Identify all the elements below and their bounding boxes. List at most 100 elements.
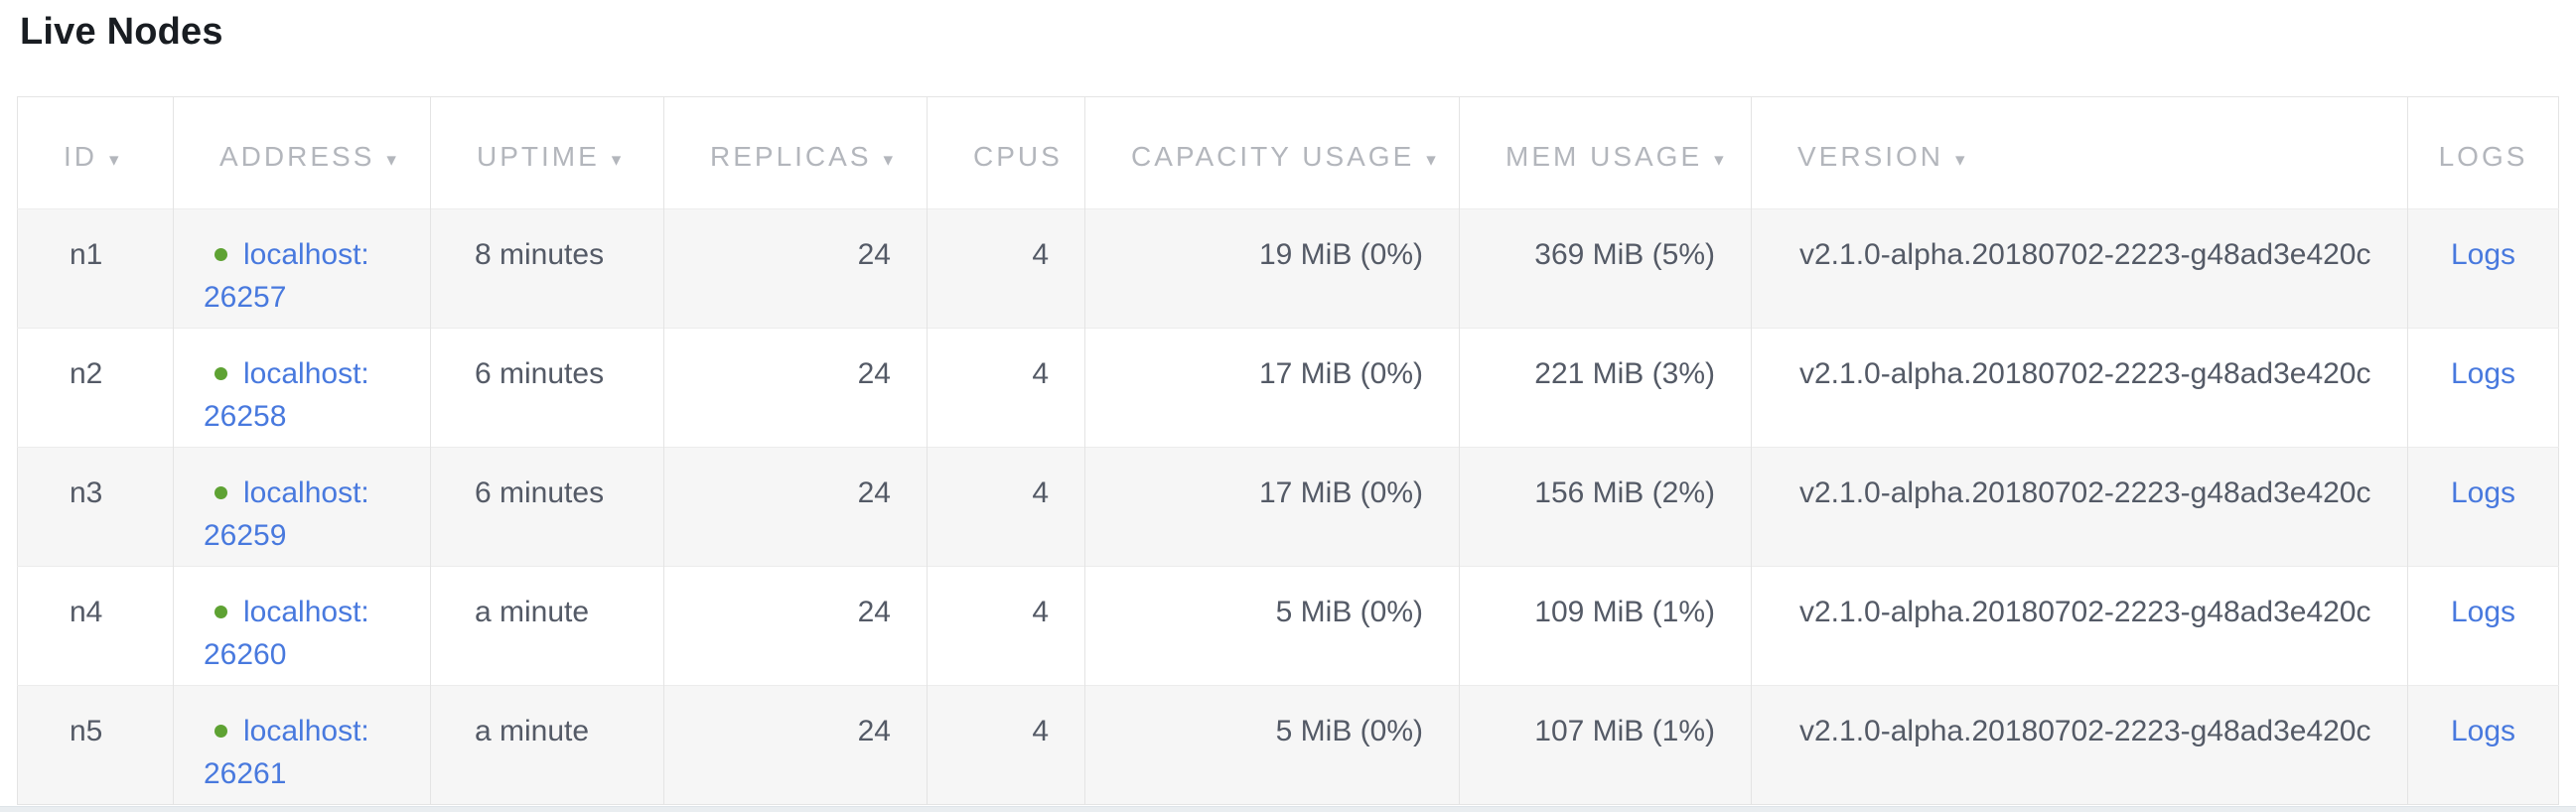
cell-version: v2.1.0-alpha.20180702-2223-g48ad3e420c (1751, 208, 2408, 329)
column-header-version[interactable]: VERSION ▾ (1751, 96, 2408, 209)
column-header-logs: LOGS (2408, 97, 2559, 209)
cell-address: localhost:26261 (173, 685, 431, 805)
page-title: Live Nodes (20, 11, 223, 53)
table-row: n2 localhost:26258 6 minutes 24 4 17 MiB… (17, 328, 2559, 448)
cell-cpus: 4 (927, 328, 1085, 448)
healthy-dot-icon (215, 605, 227, 618)
logs-link[interactable]: Logs (2450, 476, 2516, 509)
table-row: n1 localhost:26257 8 minutes 24 4 19 MiB… (17, 208, 2559, 329)
cell-cpus: 4 (927, 208, 1085, 329)
cell-mem-usage: 109 MiB (1%) (1459, 566, 1752, 686)
address-text: localhost:26260 (204, 596, 369, 671)
cell-address: localhost:26260 (173, 566, 431, 686)
healthy-dot-icon (215, 366, 227, 380)
cell-replicas: 24 (663, 208, 928, 329)
cell-address: localhost:26259 (173, 447, 431, 567)
cell-logs: Logs (2408, 448, 2559, 567)
cell-capacity-usage: 5 MiB (0%) (1084, 566, 1460, 686)
healthy-dot-icon (215, 724, 227, 738)
address-text: localhost:26261 (204, 715, 369, 790)
cell-version: v2.1.0-alpha.20180702-2223-g48ad3e420c (1751, 328, 2408, 448)
cutoff-next-section (0, 806, 2576, 812)
column-header-address[interactable]: ADDRESS ▾ (173, 96, 431, 209)
cell-cpus: 4 (927, 566, 1085, 686)
column-header-cpus: CPUS (927, 96, 1085, 209)
cell-mem-usage: 156 MiB (2%) (1459, 447, 1752, 567)
table-row: n5 localhost:26261 a minute 24 4 5 MiB (… (17, 685, 2559, 805)
cell-replicas: 24 (663, 447, 928, 567)
cell-node-id: n5 (17, 685, 174, 805)
table-row: n3 localhost:26259 6 minutes 24 4 17 MiB… (17, 447, 2559, 567)
live-nodes-table: ID ▾ ADDRESS ▾ UPTIME ▾ REPLICAS ▾ CPUS CAPA… (17, 96, 2559, 805)
cell-node-id: n4 (17, 566, 174, 686)
column-header-label: MEM USAGE (1505, 141, 1703, 172)
cell-node-id: n3 (17, 447, 174, 567)
cell-capacity-usage: 17 MiB (0%) (1084, 447, 1460, 567)
column-header-mem[interactable]: MEM USAGE ▾ (1459, 96, 1752, 209)
healthy-dot-icon (215, 485, 227, 499)
cell-cpus: 4 (927, 447, 1085, 567)
healthy-dot-icon (215, 247, 227, 261)
cell-version: v2.1.0-alpha.20180702-2223-g48ad3e420c (1751, 447, 2408, 567)
cell-capacity-usage: 17 MiB (0%) (1084, 328, 1460, 448)
cell-version: v2.1.0-alpha.20180702-2223-g48ad3e420c (1751, 566, 2408, 686)
column-header-label: UPTIME (477, 141, 600, 172)
sort-down-icon: ▾ (883, 150, 897, 171)
logs-link[interactable]: Logs (2450, 596, 2516, 628)
cell-replicas: 24 (663, 328, 928, 448)
address-link[interactable]: localhost:26258 (204, 357, 369, 433)
column-header-label: ID (64, 141, 97, 172)
address-link[interactable]: localhost:26261 (204, 715, 369, 790)
address-text: localhost:26259 (204, 476, 369, 552)
column-header-label: CPUS (973, 141, 1063, 172)
cell-cpus: 4 (927, 685, 1085, 805)
address-link[interactable]: localhost:26259 (204, 476, 369, 552)
column-header-label: ADDRESS (219, 141, 375, 172)
cell-node-id: n1 (17, 208, 174, 329)
cell-mem-usage: 369 MiB (5%) (1459, 208, 1752, 329)
address-text: localhost:26258 (204, 357, 369, 433)
table-body: n1 localhost:26257 8 minutes 24 4 19 MiB… (17, 208, 2559, 805)
cell-version: v2.1.0-alpha.20180702-2223-g48ad3e420c (1751, 685, 2408, 805)
cell-logs: Logs (2408, 686, 2559, 805)
cell-uptime: a minute (430, 566, 664, 686)
cell-address: localhost:26257 (173, 208, 431, 329)
logs-link[interactable]: Logs (2450, 238, 2516, 271)
column-header-label: REPLICAS (710, 141, 872, 172)
sort-down-icon: ▾ (1714, 150, 1727, 171)
cell-uptime: 6 minutes (430, 447, 664, 567)
cell-address: localhost:26258 (173, 328, 431, 448)
cell-node-id: n2 (17, 328, 174, 448)
cell-capacity-usage: 19 MiB (0%) (1084, 208, 1460, 329)
column-header-replicas[interactable]: REPLICAS ▾ (663, 96, 928, 209)
logs-link[interactable]: Logs (2450, 357, 2516, 390)
sort-down-icon: ▾ (1426, 150, 1439, 171)
cell-replicas: 24 (663, 685, 928, 805)
sort-down-icon: ▾ (1955, 150, 1968, 171)
table-row: n4 localhost:26260 a minute 24 4 5 MiB (… (17, 566, 2559, 686)
column-header-capacity[interactable]: CAPACITY USAGE ▾ (1084, 96, 1460, 209)
address-link[interactable]: localhost:26260 (204, 596, 369, 671)
address-text: localhost:26257 (204, 238, 369, 314)
table-header-row: ID ▾ ADDRESS ▾ UPTIME ▾ REPLICAS ▾ CPUS CAPA… (17, 96, 2559, 209)
column-header-id[interactable]: ID ▾ (17, 96, 174, 209)
sort-down-icon: ▾ (611, 150, 625, 171)
cell-capacity-usage: 5 MiB (0%) (1084, 685, 1460, 805)
cell-logs: Logs (2408, 329, 2559, 448)
cell-logs: Logs (2408, 209, 2559, 329)
cell-uptime: 6 minutes (430, 328, 664, 448)
cell-replicas: 24 (663, 566, 928, 686)
column-header-label: CAPACITY USAGE (1131, 141, 1415, 172)
column-header-label: LOGS (2438, 141, 2528, 172)
sort-down-icon: ▾ (109, 150, 122, 171)
cell-logs: Logs (2408, 567, 2559, 686)
cell-mem-usage: 107 MiB (1%) (1459, 685, 1752, 805)
sort-down-icon: ▾ (386, 150, 399, 171)
cell-uptime: 8 minutes (430, 208, 664, 329)
column-header-label: VERSION (1797, 141, 1944, 172)
cell-uptime: a minute (430, 685, 664, 805)
cell-mem-usage: 221 MiB (3%) (1459, 328, 1752, 448)
column-header-uptime[interactable]: UPTIME ▾ (430, 96, 664, 209)
logs-link[interactable]: Logs (2450, 715, 2516, 747)
address-link[interactable]: localhost:26257 (204, 238, 369, 314)
